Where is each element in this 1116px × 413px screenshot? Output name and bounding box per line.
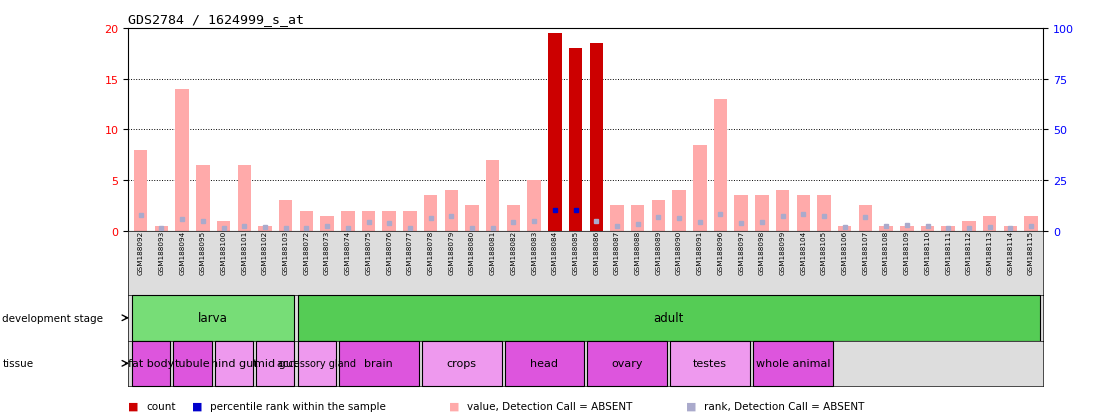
Bar — [983, 216, 997, 231]
Bar — [175, 90, 189, 231]
Bar — [217, 221, 230, 231]
Bar — [339, 341, 418, 386]
Bar — [756, 196, 769, 231]
Bar — [569, 49, 583, 231]
Text: development stage: development stage — [2, 313, 104, 323]
Bar — [879, 226, 893, 231]
Text: tissue: tissue — [2, 358, 33, 368]
Text: crops: crops — [446, 358, 477, 368]
Bar — [507, 206, 520, 231]
Bar — [671, 341, 750, 386]
Text: adult: adult — [654, 311, 684, 325]
Text: rank, Detection Call = ABSENT: rank, Detection Call = ABSENT — [704, 401, 864, 411]
Text: hind gut: hind gut — [211, 358, 258, 368]
Text: ■: ■ — [686, 401, 696, 411]
Bar — [258, 226, 271, 231]
Text: ■: ■ — [192, 401, 202, 411]
Bar — [901, 226, 914, 231]
Bar — [465, 206, 479, 231]
Bar — [817, 196, 830, 231]
Bar — [504, 341, 585, 386]
Bar — [652, 201, 665, 231]
Bar — [693, 145, 706, 231]
Text: GDS2784 / 1624999_s_at: GDS2784 / 1624999_s_at — [128, 13, 305, 26]
Text: mid gut: mid gut — [253, 358, 297, 368]
Text: percentile rank within the sample: percentile rank within the sample — [210, 401, 386, 411]
Bar — [838, 226, 852, 231]
Text: ovary: ovary — [612, 358, 643, 368]
Bar — [279, 201, 292, 231]
Bar — [734, 196, 748, 231]
Text: testes: testes — [693, 358, 728, 368]
Bar — [714, 100, 728, 231]
Bar — [298, 341, 336, 386]
Text: brain: brain — [365, 358, 393, 368]
Bar — [528, 180, 541, 231]
Bar — [858, 206, 872, 231]
Bar — [1024, 216, 1038, 231]
Bar — [155, 226, 169, 231]
Bar — [320, 216, 334, 231]
Bar — [548, 34, 561, 231]
Bar — [942, 226, 955, 231]
Bar — [238, 166, 251, 231]
Bar — [753, 341, 833, 386]
Bar — [341, 211, 355, 231]
Bar — [587, 341, 667, 386]
Bar — [424, 196, 437, 231]
Bar — [362, 211, 375, 231]
Bar — [631, 206, 644, 231]
Text: larva: larva — [199, 311, 228, 325]
Bar — [134, 150, 147, 231]
Bar — [797, 196, 810, 231]
Bar — [422, 341, 501, 386]
Bar — [132, 341, 171, 386]
Bar — [672, 191, 686, 231]
Bar — [921, 226, 934, 231]
Bar — [403, 211, 416, 231]
Bar — [1003, 226, 1017, 231]
Bar — [196, 166, 210, 231]
Text: fat body: fat body — [128, 358, 174, 368]
Bar — [173, 341, 212, 386]
Bar — [610, 206, 624, 231]
Text: value, Detection Call = ABSENT: value, Detection Call = ABSENT — [468, 401, 633, 411]
Text: count: count — [146, 401, 175, 411]
Bar — [257, 341, 295, 386]
Bar — [962, 221, 975, 231]
Bar — [214, 341, 253, 386]
Bar — [776, 191, 789, 231]
Bar — [298, 295, 1040, 341]
Bar — [383, 211, 396, 231]
Bar — [589, 44, 603, 231]
Bar — [300, 211, 314, 231]
Text: accessory gland: accessory gland — [277, 358, 356, 368]
Text: tubule: tubule — [175, 358, 210, 368]
Text: whole animal: whole animal — [756, 358, 830, 368]
Text: ■: ■ — [450, 401, 460, 411]
Bar — [485, 160, 500, 231]
Bar — [132, 295, 295, 341]
Bar — [444, 191, 458, 231]
Text: head: head — [530, 358, 558, 368]
Text: ■: ■ — [128, 401, 138, 411]
